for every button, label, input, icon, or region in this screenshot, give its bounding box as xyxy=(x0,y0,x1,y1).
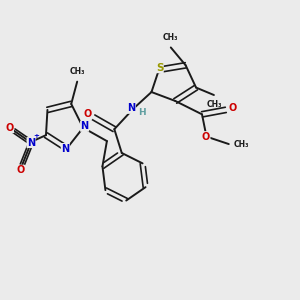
Text: CH₃: CH₃ xyxy=(234,140,250,148)
Text: O: O xyxy=(16,165,25,175)
Text: O: O xyxy=(83,109,92,119)
Text: O: O xyxy=(202,132,210,142)
Text: N: N xyxy=(61,143,69,154)
Text: CH₃: CH₃ xyxy=(163,33,178,42)
Text: S: S xyxy=(156,63,163,73)
Text: H: H xyxy=(138,108,146,117)
Text: O: O xyxy=(5,123,14,133)
Text: N: N xyxy=(127,103,135,113)
Text: +: + xyxy=(34,133,39,139)
Text: CH₃: CH₃ xyxy=(207,100,222,109)
Text: N: N xyxy=(80,121,89,131)
Text: CH₃: CH₃ xyxy=(69,67,85,76)
Text: O: O xyxy=(228,103,236,113)
Text: N: N xyxy=(27,138,35,148)
